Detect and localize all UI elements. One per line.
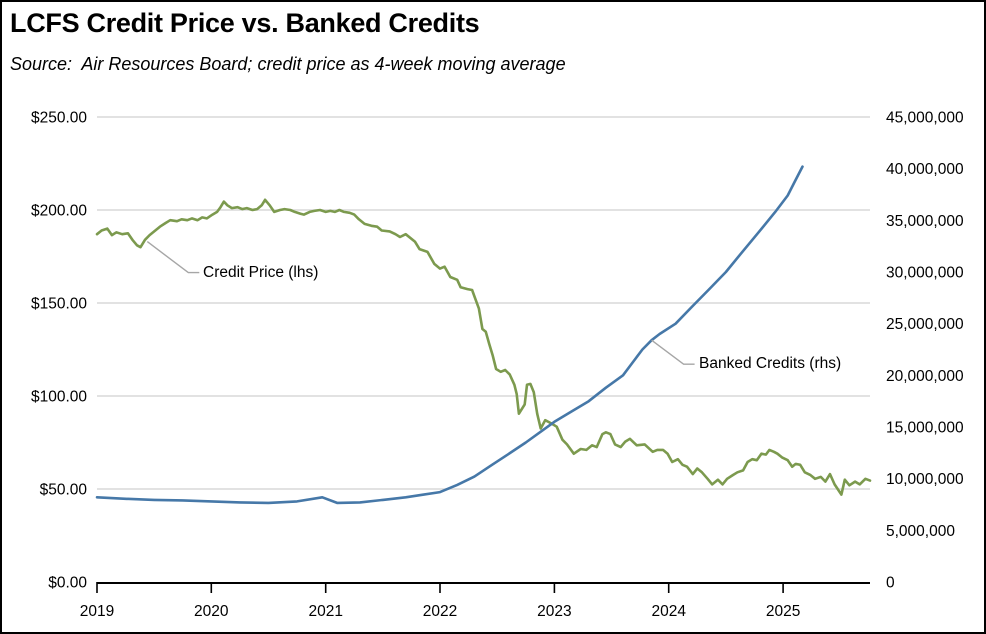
y-left-tick-label: $200.00 (31, 203, 87, 220)
chart-subtitle: Source: Air Resources Board; credit pric… (10, 54, 566, 74)
x-axis-tick-label: 2024 (651, 603, 686, 620)
series-line-banked-credits (95, 165, 804, 505)
y-right-tick-label: 5,000,000 (886, 523, 955, 540)
annotation-leader-line (146, 241, 200, 274)
x-axis-tick-label: 2021 (308, 603, 342, 620)
y-left-tick-label: $100.00 (31, 389, 87, 406)
y-right-tick-label: 40,000,000 (886, 161, 964, 178)
annotation-banked-credits: Banked Credits (rhs) (699, 355, 842, 372)
annotation-leader-line (651, 339, 695, 365)
x-axis-tick-label: 2020 (194, 603, 229, 620)
y-right-tick-label: 15,000,000 (886, 420, 964, 437)
y-right-tick-label: 30,000,000 (886, 265, 964, 282)
annotation-credit-price: Credit Price (lhs) (203, 264, 319, 281)
y-left-tick-label: $250.00 (31, 110, 87, 127)
y-right-tick-label: 10,000,000 (886, 471, 964, 488)
chart-title: LCFS Credit Price vs. Banked Credits (10, 8, 480, 38)
x-axis-tick-label: 2022 (423, 603, 457, 620)
y-left-tick-label: $0.00 (48, 575, 87, 592)
x-axis-tick-label: 2025 (766, 603, 800, 620)
y-right-tick-label: 25,000,000 (886, 316, 964, 333)
y-right-tick-label: 45,000,000 (886, 110, 964, 127)
y-right-tick-label: 35,000,000 (886, 213, 964, 230)
y-right-tick-label: 0 (886, 575, 895, 592)
y-left-tick-label: $50.00 (40, 482, 88, 499)
series-line-credit-price (95, 198, 872, 496)
y-right-tick-label: 20,000,000 (886, 368, 964, 385)
x-axis-tick-label: 2019 (80, 603, 114, 620)
x-axis-tick-label: 2023 (537, 603, 571, 620)
y-left-tick-label: $150.00 (31, 296, 87, 313)
